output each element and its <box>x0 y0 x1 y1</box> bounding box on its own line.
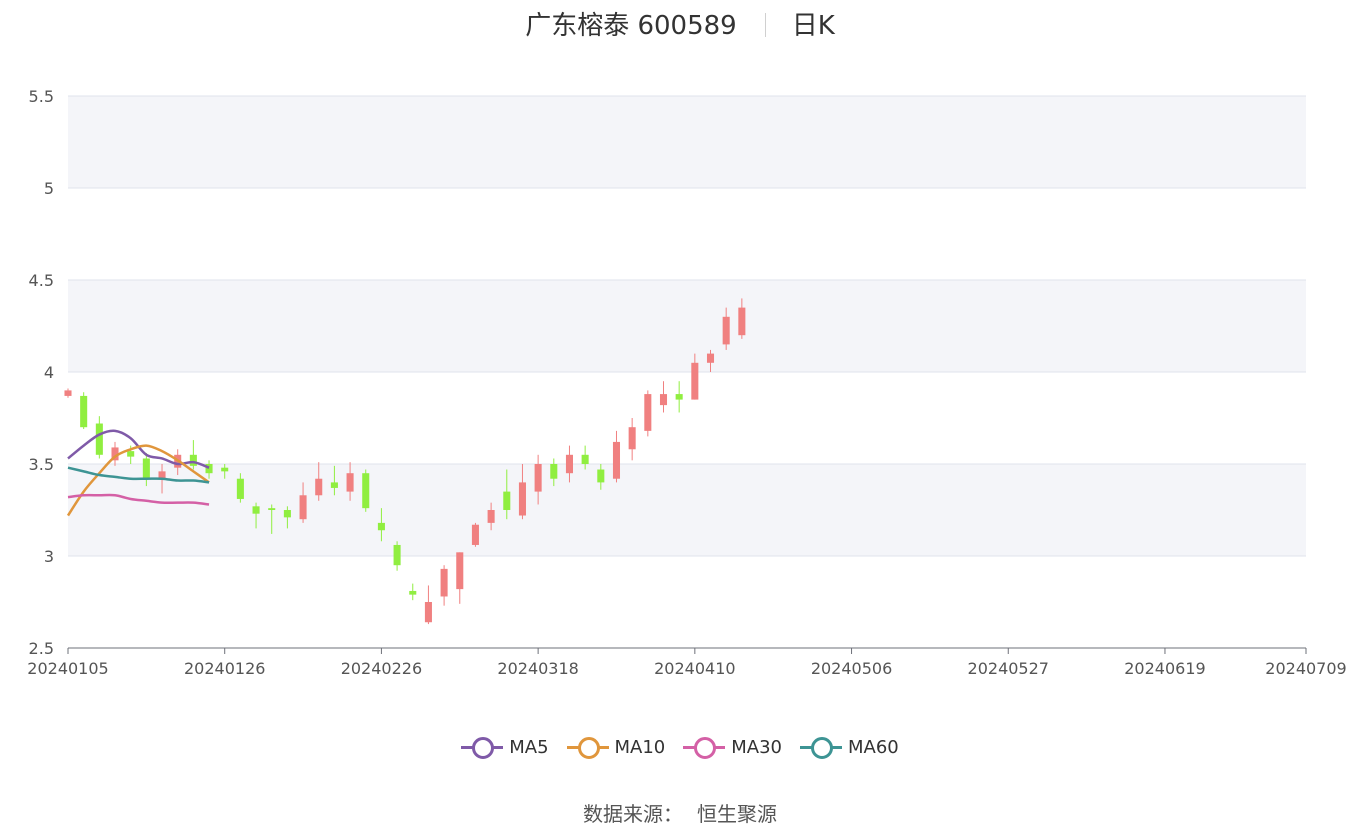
grid-band <box>68 96 1306 188</box>
y-tick-label: 4.5 <box>29 271 54 290</box>
candle-body <box>111 447 119 461</box>
x-tick-label: 20240410 <box>654 659 735 678</box>
ma-line-ma5 <box>67 429 210 469</box>
candle-body <box>346 473 354 492</box>
candle-body <box>268 508 276 510</box>
x-tick-label: 20240506 <box>811 659 892 678</box>
x-tick-label: 20240105 <box>27 659 108 678</box>
legend-item-ma5[interactable]: MA5 <box>461 734 549 760</box>
y-tick-label: 5.5 <box>29 87 54 106</box>
candle-body <box>738 307 746 336</box>
x-tick-label: 20240318 <box>497 659 578 678</box>
candle-body <box>377 522 385 531</box>
candle-body <box>706 353 715 363</box>
candle-body <box>722 316 730 345</box>
candle-body <box>612 441 621 479</box>
grid-band <box>68 280 1306 372</box>
legend: MA5 MA10 MA30 MA60 <box>0 734 1360 760</box>
legend-label: MA30 <box>731 736 783 758</box>
y-tick-label: 3 <box>44 547 54 566</box>
candle-body <box>283 510 291 518</box>
x-tick-label: 20240126 <box>184 659 265 678</box>
candle-body <box>299 495 307 520</box>
legend-label: MA60 <box>848 736 899 758</box>
candle-body <box>236 478 244 499</box>
y-tick-label: 5 <box>44 179 54 198</box>
candle-body <box>691 362 699 400</box>
candle-body <box>127 451 135 457</box>
legend-item-ma30[interactable]: MA30 <box>683 734 782 760</box>
candle-body <box>64 390 72 396</box>
title-separator <box>764 13 766 37</box>
candle-body <box>581 454 589 464</box>
candle-body <box>393 544 401 566</box>
candle-body <box>503 491 511 510</box>
x-tick-label: 20240619 <box>1124 659 1205 678</box>
y-tick-label: 4 <box>44 363 54 382</box>
x-tick-label: 20240527 <box>968 659 1049 678</box>
candle-body <box>628 427 636 450</box>
candlestick-chart: 2.5 3 3.5 4 4.5 5 5.5 20240105 20240126 20240226 2… <box>27 87 1346 678</box>
candle-body <box>95 423 103 455</box>
stock-name: 广东榕泰 600589 <box>525 11 737 41</box>
candle-body <box>440 568 448 597</box>
legend-marker-icon <box>461 734 504 760</box>
candle-body <box>550 464 558 479</box>
legend-label: MA10 <box>614 736 666 758</box>
candle-body <box>565 454 573 474</box>
y-tick-label: 2.5 <box>29 639 54 658</box>
candle-body <box>424 602 432 623</box>
source-value: 恒生聚源 <box>697 802 777 826</box>
legend-marker-icon <box>566 734 609 760</box>
candle-body <box>471 524 479 545</box>
candle-body <box>409 590 417 595</box>
candle-body <box>330 482 338 488</box>
candle-body <box>142 458 150 479</box>
candle-body <box>189 454 197 466</box>
candle-body <box>456 552 464 590</box>
candle-body <box>315 478 323 496</box>
candle-body <box>675 394 683 400</box>
candle-body <box>644 394 652 431</box>
period-label: 日K <box>791 11 835 41</box>
candle-body <box>80 395 88 428</box>
y-tick-label: 3.5 <box>29 455 54 474</box>
x-tick-label: 20240709 <box>1265 659 1346 678</box>
ma-line-ma30 <box>67 493 210 506</box>
chart-title: 广东榕泰 600589 日K <box>0 6 1360 46</box>
candle-body <box>252 506 260 514</box>
candle-body <box>205 464 213 474</box>
candle-body <box>362 473 370 509</box>
legend-item-ma10[interactable]: MA10 <box>566 734 666 760</box>
legend-marker-icon <box>683 734 726 760</box>
ma-line-ma10 <box>66 444 210 517</box>
legend-item-ma60[interactable]: MA60 <box>800 734 899 760</box>
x-tick-label: 20240226 <box>341 659 422 678</box>
candle-body <box>221 467 229 472</box>
legend-marker-icon <box>800 734 843 760</box>
candle-body <box>659 394 668 406</box>
candle-body <box>487 510 495 523</box>
source-label: 数据来源： <box>583 802 683 826</box>
ma-line-ma60 <box>67 466 210 484</box>
candle-body <box>534 464 542 492</box>
legend-label: MA5 <box>509 736 549 758</box>
data-source: 数据来源： 恒生聚源 <box>0 798 1360 827</box>
candle-body <box>597 469 605 483</box>
candle-body <box>518 482 526 516</box>
candle-body <box>158 471 166 479</box>
